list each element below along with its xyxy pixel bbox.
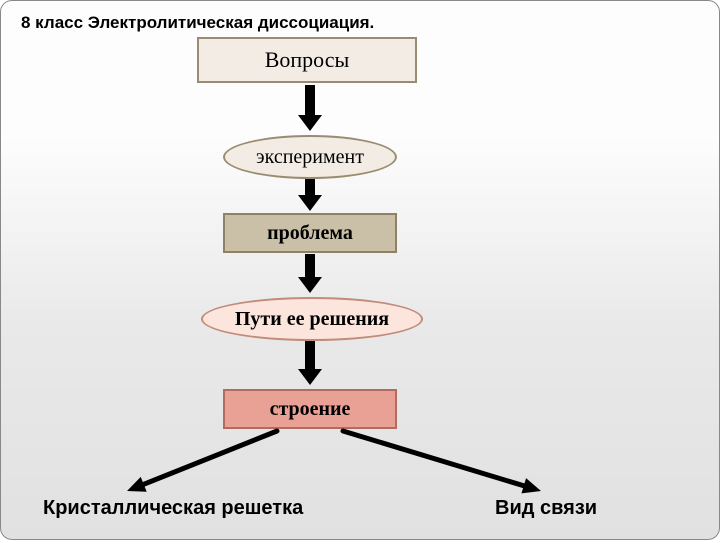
slide-frame: 8 класс Электролитическая диссоциация. В…: [0, 0, 720, 540]
node-structure-label: строение: [270, 398, 351, 421]
node-solution-label: Пути ее решения: [235, 308, 389, 331]
node-structure: строение: [223, 389, 397, 429]
node-problem-label: проблема: [267, 222, 353, 245]
node-experiment: эксперимент: [223, 135, 397, 179]
node-experiment-label: эксперимент: [256, 146, 364, 169]
node-questions-label: Вопросы: [265, 47, 350, 73]
bottom-label-left: Кристаллическая решетка: [43, 497, 303, 520]
node-problem: проблема: [223, 213, 397, 253]
node-solution: Пути ее решения: [201, 297, 423, 341]
node-questions: Вопросы: [197, 37, 417, 83]
bottom-label-right: Вид связи: [495, 497, 597, 520]
slide-title: 8 класс Электролитическая диссоциация.: [21, 13, 374, 33]
